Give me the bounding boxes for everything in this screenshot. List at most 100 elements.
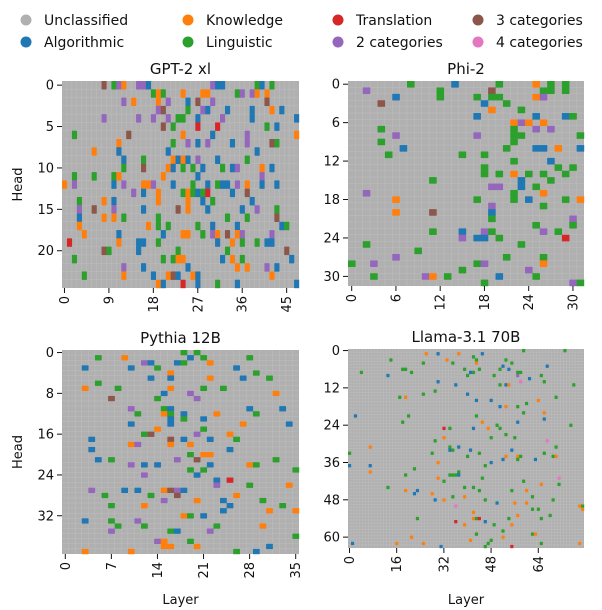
heatmap-cell — [292, 508, 300, 514]
x-tick-label: 27 — [191, 296, 206, 313]
heatmap-cell — [473, 260, 481, 267]
heatmap-cell — [160, 406, 168, 412]
heatmap-cell — [488, 228, 496, 235]
heatmap-cell — [81, 548, 89, 555]
heatmap-cell — [259, 523, 267, 529]
heatmap-cell — [436, 87, 445, 95]
heatmap-cell — [259, 180, 265, 189]
heatmap-cell — [111, 81, 117, 90]
heatmap-cell — [517, 106, 526, 114]
heatmap-cell — [145, 81, 152, 90]
heatmap-cell — [554, 228, 563, 235]
heatmap-cell — [215, 230, 221, 239]
heatmap-cell — [91, 147, 97, 156]
heatmap-cell — [114, 523, 122, 529]
heatmap-cell — [173, 492, 181, 499]
heatmap-cell — [154, 395, 161, 402]
heatmap-cell — [180, 416, 188, 422]
x-axis-label: Layer — [448, 593, 485, 608]
heatmap-cell — [368, 464, 372, 468]
heatmap-cell — [525, 266, 533, 274]
heatmap-cell — [160, 230, 166, 239]
heatmap-cell — [206, 528, 214, 534]
heatmap-cell — [101, 246, 107, 256]
heatmap-cell — [488, 87, 496, 95]
heatmap-cell — [127, 421, 135, 427]
heatmap-cell — [252, 370, 260, 376]
heatmap-cell — [200, 416, 208, 422]
heatmap-cell — [108, 528, 115, 534]
heatmap-cell — [160, 105, 166, 115]
y-tick-label: 24 — [323, 419, 340, 434]
heatmap-cell — [377, 100, 386, 107]
heatmap-cell — [451, 448, 455, 452]
heatmap-cell — [483, 520, 487, 524]
heatmap-cell — [141, 155, 147, 164]
heatmap-cell — [167, 487, 175, 493]
heatmap-cell — [195, 138, 201, 148]
heatmap-cell — [412, 492, 417, 496]
heatmap-cell — [272, 390, 280, 397]
heatmap-cell — [131, 97, 137, 107]
x-tick-label: 0 — [59, 562, 74, 570]
heatmap-cell — [195, 188, 201, 198]
heatmap-cell — [111, 196, 117, 206]
heatmap-cell — [116, 238, 122, 247]
heatmap-cell — [229, 188, 236, 198]
heatmap-cell — [108, 395, 115, 402]
heatmap-cell — [175, 254, 181, 264]
heatmap-cell — [498, 404, 502, 409]
heatmap-cell — [362, 87, 371, 95]
heatmap-cell — [215, 238, 221, 247]
heatmap-cell — [480, 164, 489, 171]
heatmap-cell — [404, 488, 408, 493]
heatmap-cell — [193, 497, 201, 504]
heatmap-cell — [443, 273, 452, 280]
heatmap-cell — [525, 488, 529, 493]
x-tick-label: 21 — [197, 562, 212, 579]
legend-marker — [182, 14, 194, 26]
heatmap-cell — [141, 503, 148, 509]
heatmap-cell — [224, 230, 231, 239]
heatmap-cell — [195, 122, 201, 131]
heatmap-cell — [167, 421, 175, 427]
heatmap-cell — [513, 501, 517, 505]
heatmap-cell — [448, 426, 452, 431]
heatmap-cell — [229, 163, 236, 173]
heatmap-cell — [480, 100, 489, 107]
heatmap-cell — [448, 445, 452, 449]
heatmap-cell — [134, 487, 142, 493]
heatmap-cell — [205, 138, 211, 148]
heatmap-cell — [200, 426, 208, 432]
heatmap-cell — [180, 360, 188, 366]
heatmap-cell — [264, 122, 270, 131]
heatmap-cell — [180, 163, 186, 173]
heatmap-cell — [576, 132, 585, 139]
heatmap-cell — [392, 209, 400, 216]
legend-entry-3-categories: 3 categories — [472, 13, 583, 29]
legend-entry-knowledge: Knowledge — [182, 13, 283, 29]
heatmap-cell — [160, 543, 168, 550]
heatmap-cell — [244, 263, 250, 272]
heatmap-cell — [392, 196, 400, 203]
heatmap-cell — [210, 81, 216, 90]
heatmap-cell — [489, 460, 493, 465]
heatmap-cell — [215, 122, 221, 131]
heatmap-cell — [206, 452, 214, 458]
heatmap-cell — [213, 477, 221, 483]
heatmap-cell — [249, 196, 255, 206]
heatmap-cell — [187, 452, 194, 458]
heatmap-cell — [244, 138, 250, 148]
heatmap-cell — [234, 163, 240, 173]
heatmap-cell — [210, 221, 216, 231]
heatmap-cell — [480, 228, 489, 235]
heatmap-cell — [495, 170, 504, 178]
heatmap-cell — [519, 370, 523, 375]
heatmap-cell — [510, 132, 518, 139]
heatmap-cell — [429, 209, 437, 216]
heatmap-cell — [195, 279, 201, 289]
heatmap-cell — [545, 439, 549, 443]
heatmap-cell — [180, 188, 186, 198]
x-axis-label: Layer — [162, 593, 199, 608]
heatmap-cell — [213, 482, 221, 488]
